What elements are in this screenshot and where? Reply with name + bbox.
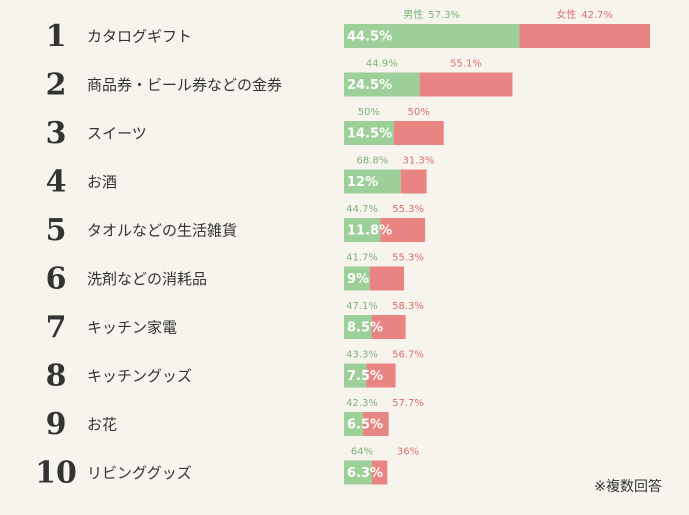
- share-value: 68.8%: [356, 156, 388, 167]
- male-segment: [344, 218, 381, 242]
- share-value: 55.3%: [392, 204, 424, 215]
- share-value: 55.1%: [450, 59, 482, 70]
- share-value: 57.7%: [392, 398, 424, 409]
- share-label: 47.1%: [346, 301, 378, 312]
- female-segment: [369, 266, 405, 291]
- share-value: 42.7%: [581, 10, 613, 21]
- rank: 9: [46, 407, 67, 442]
- total-label: 6.5%: [347, 418, 383, 433]
- category-label: スイーツ: [87, 125, 147, 143]
- share-label: 43.3%: [346, 350, 378, 361]
- category-label: 商品券・ビール券などの金券: [87, 76, 282, 94]
- female-segment: [362, 412, 389, 436]
- share-label: 64%: [351, 447, 373, 458]
- male-segment: [344, 121, 394, 145]
- share-value: 44.7%: [346, 204, 378, 215]
- rank: 7: [46, 310, 67, 345]
- total-label: 11.8%: [347, 224, 392, 239]
- share-value: 44.9%: [366, 59, 398, 70]
- total-label: 6.3%: [347, 466, 383, 481]
- male-segment: [344, 363, 367, 388]
- share-value: 55.3%: [392, 253, 424, 264]
- female-segment: [380, 218, 426, 242]
- category-label: リビンググッズ: [87, 464, 192, 482]
- share-label: 44.9%: [366, 59, 398, 70]
- note: ※複数回答: [594, 478, 662, 495]
- share-value: 64%: [351, 447, 373, 458]
- total-label: 8.5%: [347, 321, 383, 336]
- rank: 1: [46, 19, 67, 54]
- category-label: タオルなどの生活雑貨: [87, 222, 237, 240]
- category-label: キッチングッズ: [87, 367, 192, 385]
- share-value: 56.7%: [392, 350, 424, 361]
- share-label: 女性 42.7%: [556, 8, 613, 21]
- total-label: 24.5%: [347, 78, 392, 93]
- share-label: 50%: [358, 107, 380, 118]
- legend-name: 男性: [403, 8, 423, 21]
- female-segment: [371, 460, 388, 485]
- rank: 4: [46, 165, 67, 200]
- share-value: 50%: [358, 107, 380, 118]
- category-label: 洗剤などの消耗品: [87, 270, 207, 288]
- share-value: 57.3%: [428, 10, 460, 21]
- share-label: 50%: [408, 107, 430, 118]
- female-segment: [519, 24, 650, 48]
- category-label: お酒: [87, 173, 117, 191]
- male-segment: [344, 266, 370, 291]
- rank: 10: [35, 456, 77, 491]
- total-label: 12%: [347, 175, 378, 190]
- share-label: 42.3%: [346, 398, 378, 409]
- male-segment: [344, 24, 520, 48]
- legend-name: 女性: [556, 8, 576, 21]
- female-segment: [371, 315, 406, 339]
- total-label: 9%: [347, 272, 369, 287]
- share-value: 43.3%: [346, 350, 378, 361]
- share-label: 55.1%: [450, 59, 482, 70]
- total-label: 44.5%: [347, 30, 392, 45]
- share-value: 42.3%: [346, 398, 378, 409]
- share-label: 58.3%: [392, 301, 424, 312]
- female-segment: [393, 121, 444, 145]
- rank: 6: [46, 262, 67, 297]
- share-value: 31.3%: [402, 156, 434, 167]
- share-value: 58.3%: [392, 301, 424, 312]
- share-label: 56.7%: [392, 350, 424, 361]
- category-label: キッチン家電: [87, 319, 177, 337]
- category-label: お花: [87, 416, 117, 434]
- share-value: 50%: [408, 107, 430, 118]
- share-label: 41.7%: [346, 253, 378, 264]
- share-label: 44.7%: [346, 204, 378, 215]
- share-label: 男性 57.3%: [403, 8, 460, 21]
- share-label: 55.3%: [392, 204, 424, 215]
- female-segment: [400, 169, 427, 194]
- female-segment: [419, 72, 513, 97]
- rank: 3: [46, 116, 67, 151]
- total-label: 14.5%: [347, 127, 392, 142]
- male-segment: [344, 72, 420, 97]
- rank: 8: [46, 359, 67, 394]
- share-value: 47.1%: [346, 301, 378, 312]
- male-segment: [344, 315, 372, 339]
- share-label: 55.3%: [392, 253, 424, 264]
- share-value: 41.7%: [346, 253, 378, 264]
- category-label: カタログギフト: [87, 28, 192, 46]
- share-label: 36%: [397, 447, 419, 458]
- male-segment: [344, 412, 363, 436]
- share-value: 36%: [397, 447, 419, 458]
- share-label: 31.3%: [402, 156, 434, 167]
- total-label: 7.5%: [347, 369, 383, 384]
- female-segment: [366, 363, 396, 388]
- male-segment: [344, 460, 372, 485]
- share-label: 68.8%: [356, 156, 388, 167]
- rank: 2: [46, 68, 67, 103]
- rank: 5: [46, 213, 67, 248]
- share-label: 57.7%: [392, 398, 424, 409]
- male-segment: [344, 169, 401, 194]
